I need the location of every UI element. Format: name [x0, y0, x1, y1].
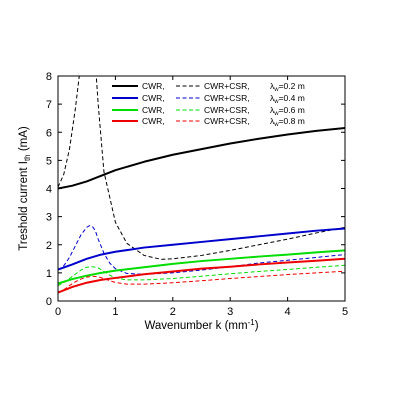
x-axis-title: Wavenumber k (mm-1) — [144, 318, 258, 332]
series-layer — [58, 76, 345, 294]
series-line-5 — [58, 249, 345, 285]
legend-label-cwr: CWR, — [142, 105, 165, 115]
y-tick-label: 8 — [46, 71, 52, 83]
x-tick-label: 3 — [227, 306, 233, 318]
legend-label-cwr-csr: CWR+CSR, — [204, 93, 250, 103]
series-line-2 — [58, 76, 345, 260]
legend: CWR, CWR+CSR, λw=0.2 m CWR, CWR+CSR, λw=0.4 m… — [112, 81, 305, 128]
y-tick-label: 1 — [46, 268, 52, 280]
y-tick-label: 2 — [46, 240, 52, 252]
x-tick-label: 2 — [170, 306, 176, 318]
legend-label-lambda: λw=0.6 m — [270, 105, 305, 117]
y-tick-label: 5 — [46, 155, 52, 167]
series-line-7 — [58, 257, 345, 294]
legend-label-lambda: λw=0.4 m — [270, 93, 305, 105]
ticks-layer: 0 1 2 3 4 5 0 1 2 3 4 5 6 7 8 — [46, 71, 348, 318]
legend-label-cwr: CWR, — [142, 81, 165, 91]
series-line-3 — [58, 227, 345, 271]
y-tick-label: 4 — [46, 184, 52, 196]
legend-label-lambda: λw=0.8 m — [270, 116, 305, 128]
x-tick-label: 4 — [285, 306, 291, 318]
legend-label-cwr-csr: CWR+CSR, — [204, 116, 250, 126]
series-line-8 — [58, 270, 345, 294]
legend-label-cwr: CWR, — [142, 93, 165, 103]
y-axis-title: Treshold current Ith (mA) — [18, 126, 32, 251]
y-tick-label: 0 — [46, 296, 52, 308]
legend-label-lambda: λw=0.2 m — [270, 81, 305, 93]
series-line-1 — [58, 127, 345, 190]
y-tick-label: 3 — [46, 212, 52, 224]
x-tick-label: 1 — [112, 306, 118, 318]
legend-label-cwr-csr: CWR+CSR, — [204, 81, 250, 91]
y-tick-label: 7 — [46, 99, 52, 111]
legend-label-cwr-csr: CWR+CSR, — [204, 105, 250, 115]
series-line-6 — [58, 264, 345, 286]
legend-label-cwr: CWR, — [142, 116, 165, 126]
x-tick-label: 0 — [55, 306, 61, 318]
x-tick-label: 5 — [342, 306, 348, 318]
y-tick-label: 6 — [46, 127, 52, 139]
